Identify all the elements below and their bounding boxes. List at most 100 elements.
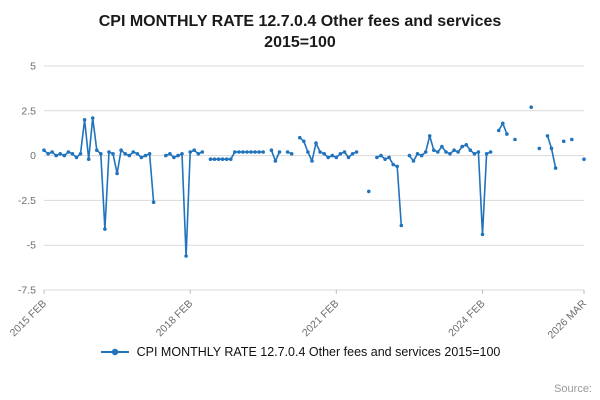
data-point-marker	[346, 155, 351, 159]
data-point-marker	[318, 149, 322, 154]
data-point-marker	[468, 147, 473, 152]
data-point-marker	[561, 139, 566, 143]
data-point-marker	[78, 151, 83, 156]
data-point-marker	[387, 155, 391, 159]
data-point-marker	[99, 151, 103, 156]
data-point-marker	[326, 155, 331, 159]
data-point-marker	[427, 133, 432, 138]
legend: CPI MONTHLY RATE 12.7.0.4 Other fees and…	[0, 345, 600, 359]
data-point-marker	[529, 104, 533, 109]
data-point-marker	[253, 149, 257, 154]
y-tick-label: -2.5	[18, 194, 36, 206]
data-point-marker	[245, 149, 249, 154]
chart-title: CPI MONTHLY RATE 12.7.0.4 Other fees and…	[98, 13, 502, 51]
data-point-marker	[115, 171, 119, 175]
data-point-marker	[342, 149, 347, 154]
legend-item[interactable]: CPI MONTHLY RATE 12.7.0.4 Other fees and…	[100, 345, 500, 359]
data-point-marker	[249, 149, 253, 154]
data-point-marker	[472, 151, 477, 156]
data-point-marker	[184, 253, 188, 258]
data-point-marker	[147, 151, 152, 156]
y-tick-label: 0	[30, 150, 36, 162]
data-point-marker	[354, 149, 359, 154]
data-point-marker	[224, 156, 229, 161]
data-point-marker	[423, 149, 428, 154]
data-point-marker	[58, 151, 62, 156]
data-point-marker	[241, 149, 245, 154]
data-point-marker	[537, 146, 542, 150]
data-point-marker	[496, 128, 501, 132]
data-point-marker	[545, 133, 550, 138]
data-point-marker	[42, 147, 46, 152]
data-point-marker	[415, 151, 420, 156]
data-point-marker	[448, 151, 452, 156]
series-line-segment	[165, 148, 204, 257]
data-point-marker	[306, 149, 310, 154]
data-point-marker	[103, 226, 107, 231]
y-tick-label: 5	[30, 60, 36, 72]
data-point-marker	[285, 149, 290, 154]
data-point-marker	[131, 149, 136, 154]
data-point-marker	[407, 153, 412, 157]
data-point-marker	[66, 149, 71, 154]
x-tick-label: 2026 MAR	[546, 297, 590, 341]
source-label: Source:	[554, 383, 592, 395]
data-point-marker	[436, 149, 440, 154]
y-tick-label: -7.5	[18, 284, 36, 296]
data-point-marker	[444, 149, 448, 154]
data-point-marker	[322, 151, 327, 156]
data-point-marker	[476, 149, 481, 154]
data-point-marker	[86, 156, 91, 161]
x-tick-label: 2015 FEB	[8, 297, 50, 339]
y-tick-label: -5	[27, 239, 36, 251]
data-point-marker	[460, 144, 465, 148]
data-point-marker	[314, 140, 318, 145]
data-point-marker	[208, 156, 213, 161]
data-point-marker	[273, 158, 278, 163]
data-point-marker	[501, 121, 505, 125]
data-point-marker	[172, 155, 176, 159]
data-point-marker	[334, 155, 339, 159]
data-point-marker	[513, 137, 517, 141]
data-point-marker	[54, 153, 58, 157]
data-point-marker	[379, 153, 383, 157]
data-point-marker	[350, 151, 355, 156]
y-tick-label: 2.5	[21, 105, 36, 117]
data-point-marker	[62, 153, 67, 157]
data-point-marker	[553, 165, 558, 170]
data-point-marker	[143, 153, 148, 157]
data-point-marker	[488, 149, 493, 154]
data-point-marker	[505, 131, 509, 136]
data-point-marker	[456, 149, 460, 154]
data-point-marker	[90, 115, 95, 120]
data-point-marker	[95, 147, 99, 152]
x-tick-label: 2021 FEB	[300, 297, 342, 339]
data-point-marker	[70, 151, 75, 156]
data-point-marker	[549, 146, 554, 150]
data-point-marker	[257, 149, 262, 154]
data-point-marker	[139, 155, 144, 159]
data-point-marker	[277, 149, 282, 154]
data-point-marker	[237, 149, 241, 154]
data-point-marker	[74, 155, 79, 159]
data-point-marker	[188, 149, 192, 154]
data-point-marker	[367, 189, 371, 193]
x-tick-label: 2024 FEB	[446, 297, 488, 339]
data-point-marker	[310, 158, 314, 163]
data-point-marker	[82, 117, 87, 122]
data-point-marker	[220, 156, 225, 161]
series-line-segment	[546, 134, 557, 169]
data-point-marker	[391, 162, 396, 166]
data-point-marker	[119, 147, 123, 152]
data-point-marker	[192, 147, 196, 152]
data-point-marker	[233, 149, 237, 154]
data-point-marker	[180, 151, 184, 156]
x-tick-label: 2018 FEB	[154, 297, 196, 339]
data-point-marker	[298, 135, 302, 140]
legend-marker-icon	[100, 348, 129, 355]
data-point-marker	[411, 158, 416, 163]
data-point-marker	[464, 142, 469, 147]
data-point-marker	[123, 151, 127, 156]
